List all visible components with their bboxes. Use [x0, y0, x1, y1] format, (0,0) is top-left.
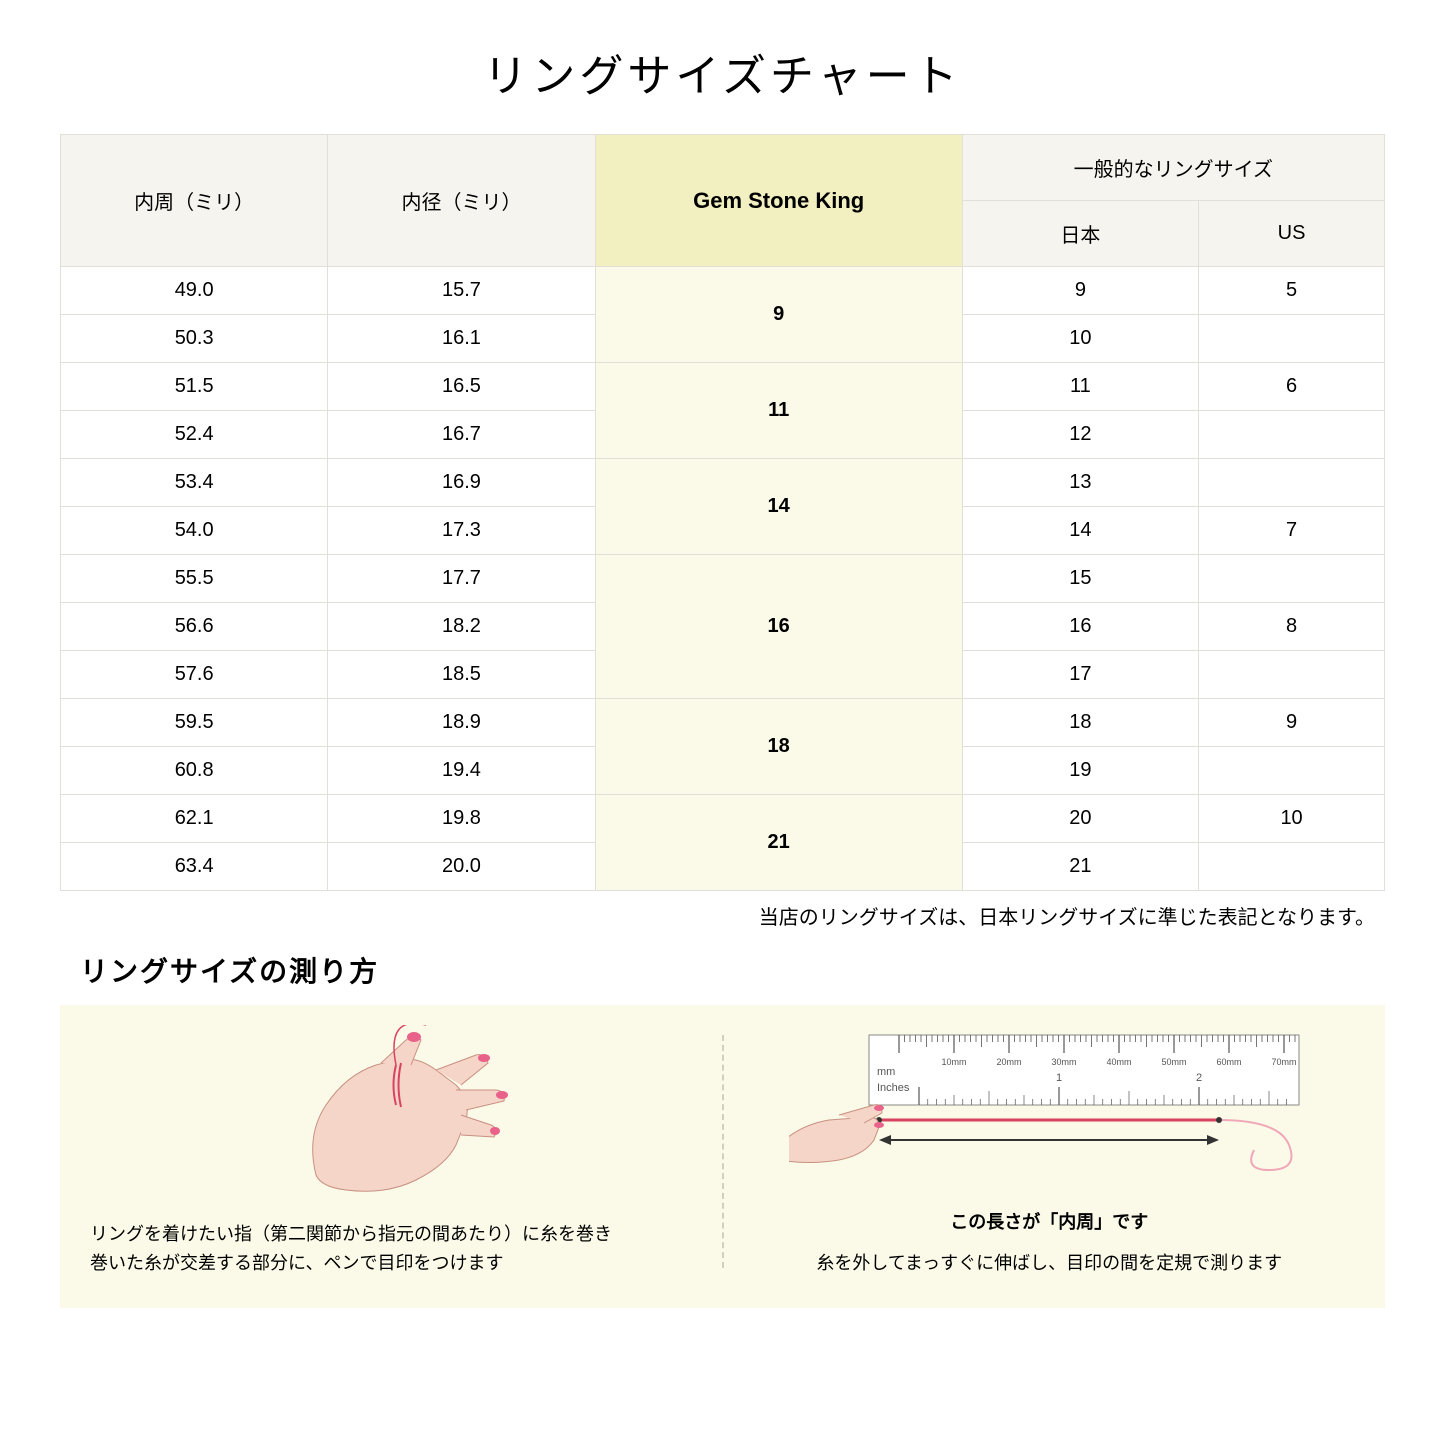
svg-text:10mm: 10mm — [942, 1057, 967, 1067]
cell-japan: 10 — [962, 315, 1198, 363]
cell-us — [1199, 651, 1385, 699]
svg-text:20mm: 20mm — [997, 1057, 1022, 1067]
cell-diameter: 18.5 — [328, 651, 595, 699]
cell-circumference: 62.1 — [61, 795, 328, 843]
cell-japan: 18 — [962, 699, 1198, 747]
ruler-mm-label: mm — [877, 1066, 895, 1078]
header-circumference: 内周（ミリ） — [61, 135, 328, 267]
instruction-left-panel: リングを着けたい指（第二関節から指元の間あたり）に糸を巻き 巻いた糸が交差する部… — [90, 1025, 702, 1278]
instruction-left-text: リングを着けたい指（第二関節から指元の間あたり）に糸を巻き 巻いた糸が交差する部… — [90, 1220, 702, 1278]
svg-text:1: 1 — [1056, 1072, 1062, 1084]
svg-text:70mm: 70mm — [1272, 1057, 1297, 1067]
cell-gsk: 21 — [595, 795, 962, 891]
table-row: 51.516.511116 — [61, 363, 1385, 411]
cell-diameter: 17.7 — [328, 555, 595, 603]
cell-circumference: 56.6 — [61, 603, 328, 651]
cell-us: 6 — [1199, 363, 1385, 411]
instruction-right-text: 糸を外してまっすぐに伸ばし、目印の間を定規で測ります — [744, 1249, 1356, 1278]
cell-diameter: 16.7 — [328, 411, 595, 459]
cell-japan: 19 — [962, 747, 1198, 795]
cell-diameter: 19.8 — [328, 795, 595, 843]
cell-us — [1199, 843, 1385, 891]
cell-us: 8 — [1199, 603, 1385, 651]
cell-gsk: 11 — [595, 363, 962, 459]
cell-circumference: 60.8 — [61, 747, 328, 795]
cell-circumference: 55.5 — [61, 555, 328, 603]
header-diameter: 内径（ミリ） — [328, 135, 595, 267]
size-chart-table: 内周（ミリ） 内径（ミリ） Gem Stone King 一般的なリングサイズ … — [60, 134, 1385, 891]
page-title: リングサイズチャート — [60, 40, 1385, 104]
svg-text:60mm: 60mm — [1217, 1057, 1242, 1067]
instruction-right-panel: mm Inches 10mm 20mm 30mm 40mm 50mm 60mm 70mm 1… — [744, 1025, 1356, 1278]
cell-circumference: 57.6 — [61, 651, 328, 699]
cell-us — [1199, 459, 1385, 507]
cell-japan: 16 — [962, 603, 1198, 651]
cell-diameter: 16.5 — [328, 363, 595, 411]
cell-us — [1199, 315, 1385, 363]
cell-diameter: 20.0 — [328, 843, 595, 891]
cell-diameter: 18.9 — [328, 699, 595, 747]
measurement-subtitle: リングサイズの測り方 — [80, 950, 1385, 990]
cell-us: 7 — [1199, 507, 1385, 555]
svg-text:50mm: 50mm — [1162, 1057, 1187, 1067]
cell-us — [1199, 411, 1385, 459]
cell-us: 5 — [1199, 267, 1385, 315]
cell-circumference: 49.0 — [61, 267, 328, 315]
cell-us — [1199, 555, 1385, 603]
header-us: US — [1199, 201, 1385, 267]
cell-diameter: 15.7 — [328, 267, 595, 315]
svg-text:30mm: 30mm — [1052, 1057, 1077, 1067]
table-row: 62.119.8212010 — [61, 795, 1385, 843]
cell-japan: 13 — [962, 459, 1198, 507]
cell-circumference: 50.3 — [61, 315, 328, 363]
cell-japan: 15 — [962, 555, 1198, 603]
cell-circumference: 52.4 — [61, 411, 328, 459]
cell-circumference: 63.4 — [61, 843, 328, 891]
header-japan: 日本 — [962, 201, 1198, 267]
cell-gsk: 18 — [595, 699, 962, 795]
cell-gsk: 14 — [595, 459, 962, 555]
header-gsk: Gem Stone King — [595, 135, 962, 267]
cell-gsk: 16 — [595, 555, 962, 699]
note-text: 当店のリングサイズは、日本リングサイズに準じた表記となります。 — [60, 901, 1385, 930]
cell-gsk: 9 — [595, 267, 962, 363]
cell-circumference: 54.0 — [61, 507, 328, 555]
table-row: 53.416.91413 — [61, 459, 1385, 507]
cell-diameter: 17.3 — [328, 507, 595, 555]
cell-japan: 12 — [962, 411, 1198, 459]
header-general: 一般的なリングサイズ — [962, 135, 1384, 201]
instructions-container: リングを着けたい指（第二関節から指元の間あたり）に糸を巻き 巻いた糸が交差する部… — [60, 1005, 1385, 1308]
cell-circumference: 51.5 — [61, 363, 328, 411]
cell-circumference: 53.4 — [61, 459, 328, 507]
arrow-label-text: この長さが「内周」です — [789, 1208, 1309, 1234]
cell-japan: 14 — [962, 507, 1198, 555]
ruler-inches-label: Inches — [877, 1082, 910, 1094]
cell-diameter: 19.4 — [328, 747, 595, 795]
cell-diameter: 18.2 — [328, 603, 595, 651]
cell-us — [1199, 747, 1385, 795]
ruler-illustration: mm Inches 10mm 20mm 30mm 40mm 50mm 60mm 70mm 1… — [789, 1025, 1309, 1234]
table-row: 59.518.918189 — [61, 699, 1385, 747]
table-row: 55.517.71615 — [61, 555, 1385, 603]
cell-japan: 17 — [962, 651, 1198, 699]
cell-diameter: 16.1 — [328, 315, 595, 363]
cell-circumference: 59.5 — [61, 699, 328, 747]
cell-japan: 20 — [962, 795, 1198, 843]
svg-text:40mm: 40mm — [1107, 1057, 1132, 1067]
cell-japan: 11 — [962, 363, 1198, 411]
instruction-divider — [722, 1035, 724, 1268]
cell-japan: 21 — [962, 843, 1198, 891]
hand-wrap-icon — [246, 1025, 546, 1205]
table-row: 49.015.7995 — [61, 267, 1385, 315]
cell-us: 10 — [1199, 795, 1385, 843]
cell-diameter: 16.9 — [328, 459, 595, 507]
svg-text:2: 2 — [1196, 1072, 1202, 1084]
cell-japan: 9 — [962, 267, 1198, 315]
cell-us: 9 — [1199, 699, 1385, 747]
